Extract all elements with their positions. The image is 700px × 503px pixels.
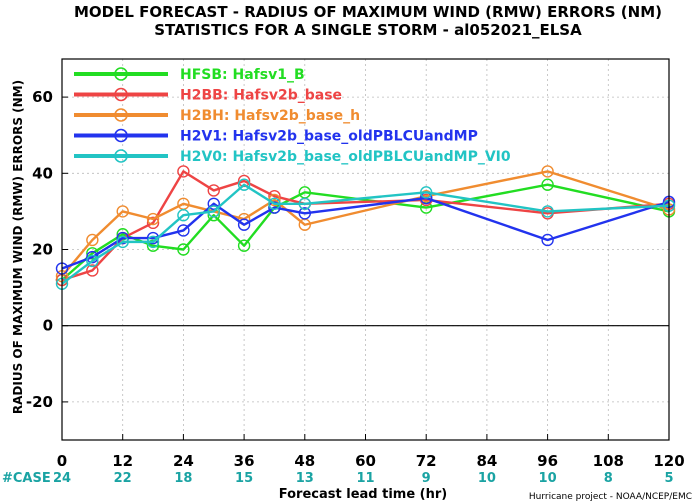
x-tick-label: 108 — [593, 452, 624, 470]
case-count: 10 — [539, 471, 557, 486]
legend-label: H2BH: Hafsv2b_base_h — [180, 108, 360, 124]
legend-label: H2V1: Hafsv2b_base_oldPBLCUandMP — [180, 129, 478, 145]
y-tick-label: 60 — [32, 88, 53, 106]
x-tick-label: 120 — [653, 452, 684, 470]
y-tick-label: 40 — [32, 164, 53, 182]
data-point — [177, 224, 190, 237]
x-tick-label: 96 — [537, 452, 558, 470]
axis-ticks: 0 12 24 36 48 60 72 84 96 108 120 -20 0 20 40 60 — [26, 88, 685, 470]
legend-marker — [114, 87, 128, 102]
data-point — [237, 174, 251, 188]
y-tick-label: -20 — [26, 393, 53, 411]
series-group — [55, 165, 676, 290]
x-tick-label: 72 — [416, 452, 437, 470]
data-point — [86, 254, 99, 268]
y-tick-label: 0 — [43, 317, 53, 335]
data-point — [541, 205, 554, 218]
credit-text: Hurricane project - NOAA/NCEP/EMC — [529, 492, 692, 502]
data-point — [116, 235, 129, 249]
y-axis-label: RADIUS OF MAXIMUM WIND (RMW) ERRORS (NM) — [11, 80, 25, 414]
data-point — [237, 218, 251, 231]
legend-label: HFSB: Hafsv1_B — [180, 67, 305, 83]
data-point — [207, 184, 220, 197]
data-point — [177, 243, 190, 256]
x-tick-label: 48 — [294, 452, 315, 470]
case-count: 15 — [235, 471, 253, 486]
data-point — [146, 239, 160, 252]
legend-item: H2BB: Hafsv2b_base — [74, 88, 342, 104]
x-tick-label: 84 — [476, 452, 497, 470]
case-counts: 24 22 18 15 13 11 9 10 10 8 5 — [53, 471, 674, 486]
data-point — [420, 186, 433, 199]
legend-marker — [114, 149, 128, 163]
data-point — [541, 233, 554, 247]
y-tick-label: 20 — [32, 241, 53, 259]
data-point — [116, 231, 129, 245]
data-point — [116, 205, 129, 218]
data-point — [298, 207, 311, 220]
data-point — [86, 264, 99, 277]
data-point — [207, 197, 220, 210]
data-point — [268, 201, 281, 214]
legend: HFSB: Hafsv1_B H2BB: Hafsv2b_base H2BH: Ha… — [74, 67, 511, 165]
legend-item: H2BH: Hafsv2b_base_h — [74, 108, 360, 124]
legend-label: H2BB: Hafsv2b_base — [180, 88, 342, 104]
data-point — [177, 209, 190, 222]
case-count: 10 — [478, 471, 496, 486]
legend-item: HFSB: Hafsv1_B — [74, 67, 305, 83]
data-point — [146, 212, 160, 226]
x-tick-label: 12 — [112, 452, 133, 470]
legend-marker — [114, 67, 128, 81]
data-point — [146, 235, 160, 249]
series-5 — [55, 178, 676, 290]
data-point — [146, 216, 160, 230]
x-tick-label: 0 — [57, 452, 67, 470]
legend-marker — [114, 108, 128, 122]
data-point — [298, 197, 311, 210]
x-axis-label: Forecast lead time (hr) — [279, 487, 447, 502]
case-count: 24 — [53, 471, 71, 486]
x-tick-label: 60 — [355, 452, 376, 470]
legend-label: H2V0: Hafsv2b_base_oldPBLCUandMP_VI0 — [180, 149, 511, 165]
chart-title: MODEL FORECAST - RADIUS OF MAXIMUM WIND … — [74, 3, 662, 21]
case-count: 8 — [604, 471, 613, 486]
x-tick-label: 36 — [234, 452, 255, 470]
data-point — [237, 178, 251, 191]
legend-item: H2V1: Hafsv2b_base_oldPBLCUandMP — [74, 129, 478, 145]
case-count: 11 — [356, 471, 374, 486]
series-line — [61, 196, 670, 270]
chart-subtitle: STATISTICS FOR A SINGLE STORM - al052021… — [154, 21, 582, 39]
case-count: 13 — [296, 471, 314, 486]
case-count: 5 — [664, 471, 673, 486]
data-point — [207, 205, 220, 218]
data-point — [86, 233, 99, 247]
data-point — [541, 165, 554, 178]
case-count: 9 — [422, 471, 431, 486]
case-count: 18 — [174, 471, 192, 486]
legend-marker — [114, 128, 128, 143]
data-point — [541, 178, 554, 191]
data-point — [237, 239, 251, 252]
x-tick-label: 24 — [173, 452, 194, 470]
series-4 — [55, 191, 676, 275]
case-count: 22 — [114, 471, 132, 486]
legend-item: H2V0: Hafsv2b_base_oldPBLCUandMP_VI0 — [74, 149, 511, 165]
data-point — [177, 165, 190, 178]
data-point — [268, 197, 281, 210]
case-label: #CASE — [2, 471, 51, 486]
